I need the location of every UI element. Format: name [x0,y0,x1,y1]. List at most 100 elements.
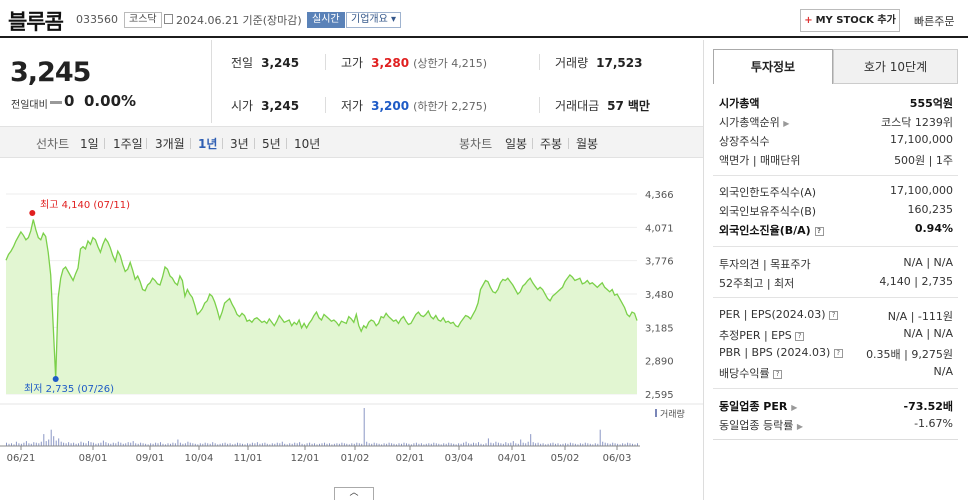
period-1w[interactable]: 1주일 [113,137,143,151]
help-icon[interactable]: ? [773,369,783,379]
volume-bar [473,442,474,446]
volume-bar [239,443,241,446]
volume-bar [567,443,569,446]
volume-bar [23,442,25,446]
stock-name: 블루콤 [8,10,64,34]
volume-bar [232,444,234,446]
volume-bar [291,443,293,446]
volume-bar [306,443,308,446]
candle-weekly[interactable]: 주봉 [540,137,563,151]
volume-bar [500,443,502,446]
my-stock-add-button[interactable]: + MY STOCK 추가 [800,9,900,32]
info-key: 액면가 | 매매단위 [719,154,801,167]
volume-bar [58,438,60,446]
tab-order-book[interactable]: 호가 10단계 [833,49,958,84]
volume-bar [627,442,629,446]
help-icon[interactable]: ? [814,226,824,236]
volume-bar [78,443,79,446]
volume-bar [579,443,581,446]
volume-bar [284,443,286,446]
volume-bar [199,443,201,446]
period-3m[interactable]: 3개월 [155,137,185,151]
candle-daily[interactable]: 일봉 [505,137,528,151]
market-badge: 코스닥 [124,12,162,28]
volume-bar [274,443,276,446]
info-row-industry-rate[interactable]: 동일업종 등락률 ▶ -1.67% [719,417,953,435]
volume-bar [338,443,340,446]
tab-investment-info[interactable]: 투자정보 [713,49,833,84]
volume-bar [410,444,412,446]
volume-bar [487,438,489,446]
volume-bar [234,443,236,446]
period-3y[interactable]: 3년 [230,137,249,151]
volume-bar [622,443,624,446]
volume-bar [33,442,35,446]
collapse-button[interactable]: ︿ [334,487,374,500]
quick-order-link[interactable]: 빠른주문 [914,15,955,28]
volume-bar [15,441,17,446]
base-date: 2024.06.21 기준(장마감) [176,14,302,27]
info-value: 17,100,000 [890,133,953,146]
volume-legend: 거래량 [660,408,685,420]
y-tick-label: 3,776 [645,257,674,268]
volume-bar [102,440,104,446]
volume-bar [75,443,77,446]
info-row-opinion: 투자의견 | 목표주가 N/A | N/A [719,256,953,274]
help-icon[interactable]: ? [833,348,843,358]
volume-bar [535,443,537,446]
volume-bar [490,442,492,446]
stat-prev: 전일 3,245 [231,54,299,71]
info-value: -73.52배 [903,400,953,413]
volume-bar [420,443,422,446]
info-row-industry-per[interactable]: 동일업종 PER ▶ -73.52배 [719,398,953,416]
volume-bar [304,444,306,446]
volume-bar [388,442,390,446]
volume-bar [343,443,345,446]
volume-bar [311,443,313,446]
help-icon[interactable]: ? [829,310,839,320]
volume-bar [88,441,89,446]
divider [713,297,958,298]
volume-bar [197,444,199,446]
x-tick-label: 08/01 [79,453,108,464]
volume-bar [251,442,253,446]
volume-bar [376,443,378,446]
chevron-down-icon: ▾ [391,14,397,25]
period-10y[interactable]: 10년 [294,137,321,151]
volume-bar [540,443,542,446]
help-icon[interactable]: ? [795,331,805,341]
volume-bar [25,441,27,446]
volume-bar [259,443,261,446]
period-1y[interactable]: 1년 [198,137,218,151]
price-chart[interactable]: 4,366 4,071 3,776 3,480 3,185 2,890 2,595 최고 4,… [0,180,703,470]
volume-bar [401,443,402,446]
caret-right-icon: ▶ [796,422,803,431]
company-overview-dropdown[interactable]: 기업개요 ▾ [346,12,402,28]
candle-monthly[interactable]: 월봉 [576,137,599,151]
volume-bar [192,443,194,446]
divider [539,97,540,113]
period-5y[interactable]: 5년 [262,137,281,151]
stat-low-value: 3,200 [371,99,410,113]
realtime-badge[interactable]: 실시간 [307,12,345,28]
volume-bar [125,443,127,446]
period-1d[interactable]: 1일 [80,137,99,151]
stat-amount-value: 57 [607,99,624,113]
volume-bar [607,443,609,446]
x-tick-label: 10/04 [185,453,214,464]
volume-bar [110,443,112,446]
volume-bar [319,443,320,446]
volume-bar [217,444,219,446]
volume-bar [619,444,621,446]
info-value: 4,140 | 2,735 [879,275,953,288]
volume-bar [174,443,176,446]
volume-bar [30,443,32,446]
divider [146,138,147,149]
info-value: N/A | N/A [903,327,953,340]
volume-bar [507,443,509,446]
low-marker [52,376,59,382]
volume-bar [438,443,440,446]
volume-bar [85,443,87,446]
volume-bar [155,442,157,446]
volume-bar [18,443,20,446]
